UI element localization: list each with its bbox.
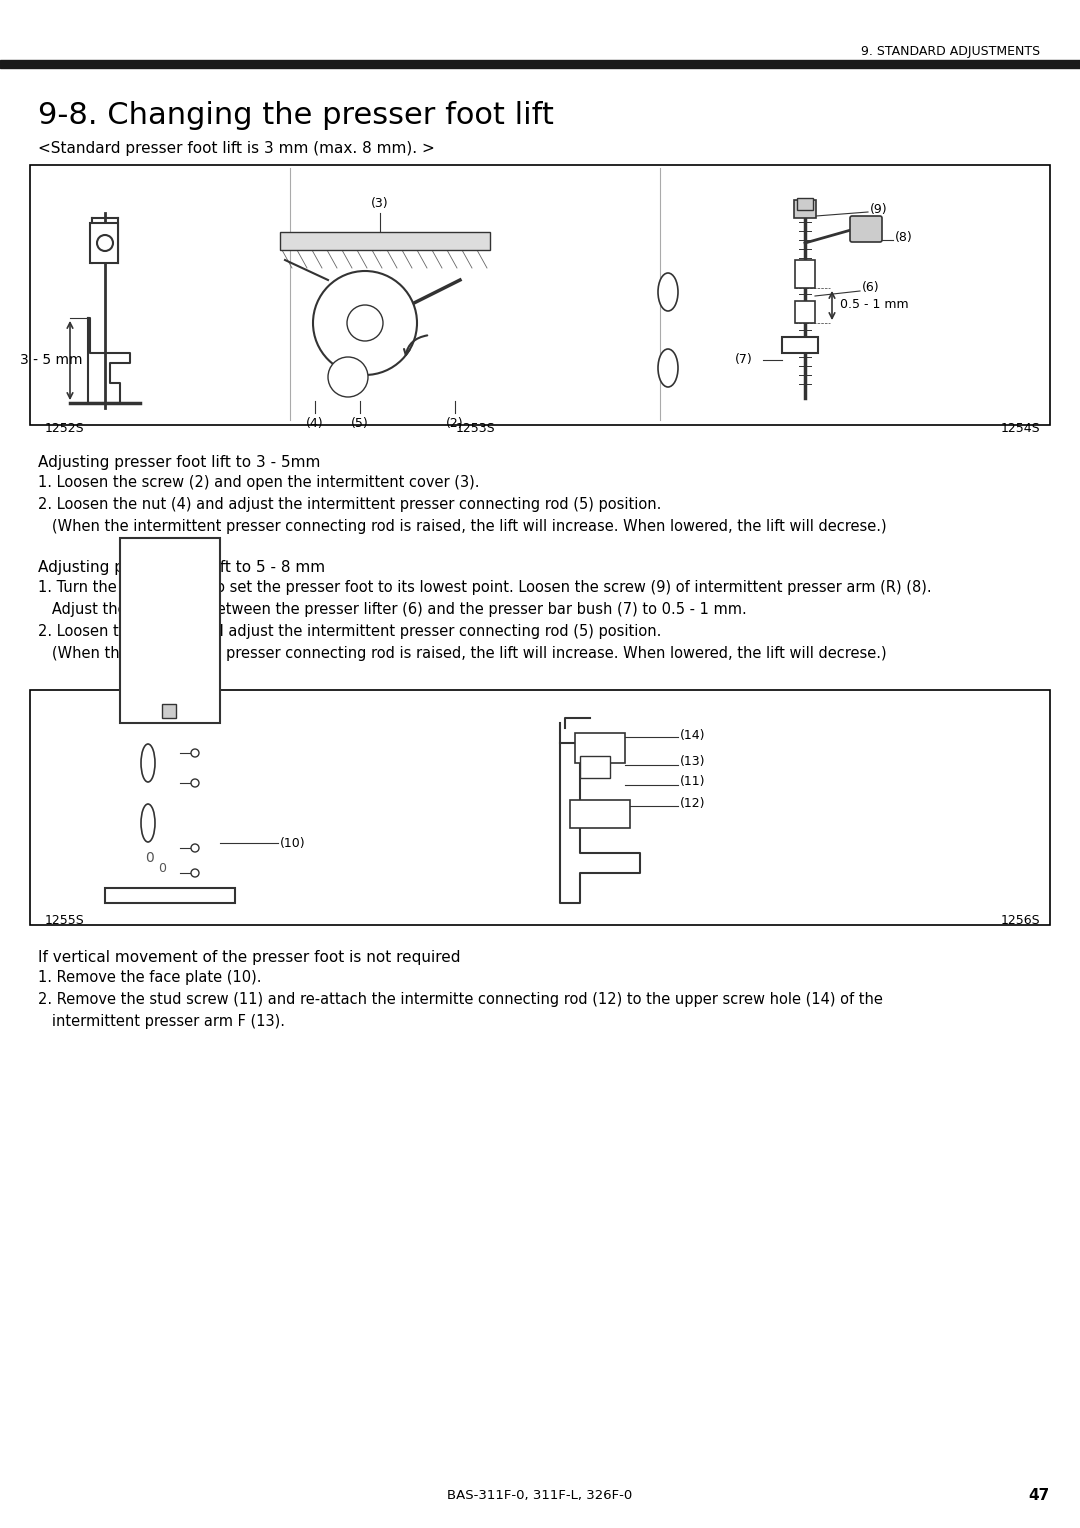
- Ellipse shape: [658, 348, 678, 387]
- Bar: [570, 801, 630, 828]
- Bar: [794, 200, 816, 219]
- Bar: [90, 223, 118, 263]
- Text: (3): (3): [372, 197, 389, 209]
- Circle shape: [328, 358, 368, 397]
- Text: 2. Loosen the nut (4) and adjust the intermittent presser connecting rod (5) pos: 2. Loosen the nut (4) and adjust the int…: [38, 497, 661, 512]
- Text: (8): (8): [895, 232, 913, 244]
- Text: BAS-311F-0, 311F-L, 326F-0: BAS-311F-0, 311F-L, 326F-0: [447, 1488, 633, 1502]
- FancyBboxPatch shape: [850, 215, 882, 241]
- Text: 1255S: 1255S: [45, 914, 84, 926]
- Text: (When the intermittent presser connecting rod is raised, the lift will increase.: (When the intermittent presser connectin…: [38, 646, 887, 662]
- Bar: [120, 538, 220, 723]
- Text: (7): (7): [735, 353, 753, 367]
- Bar: [30, 691, 1050, 924]
- Text: 1254S: 1254S: [1000, 422, 1040, 434]
- Text: Adjusting presser foot lift to 5 - 8 mm: Adjusting presser foot lift to 5 - 8 mm: [38, 559, 325, 575]
- Bar: [105, 888, 235, 903]
- Text: (When the intermittent presser connecting rod is raised, the lift will increase.: (When the intermittent presser connectin…: [38, 520, 887, 533]
- Text: 1253S: 1253S: [455, 422, 495, 434]
- Bar: [580, 756, 610, 778]
- Text: 1. Loosen the screw (2) and open the intermittent cover (3).: 1. Loosen the screw (2) and open the int…: [38, 475, 480, 490]
- Circle shape: [97, 235, 113, 251]
- Bar: [795, 301, 815, 322]
- Text: (12): (12): [680, 796, 705, 810]
- Text: 1252S: 1252S: [45, 422, 84, 434]
- Bar: [782, 338, 818, 353]
- Text: Adjusting presser foot lift to 3 - 5mm: Adjusting presser foot lift to 3 - 5mm: [38, 455, 321, 471]
- Text: 0: 0: [158, 862, 166, 874]
- Circle shape: [191, 869, 199, 877]
- Text: (11): (11): [680, 775, 705, 787]
- Text: 47: 47: [1029, 1487, 1050, 1502]
- Text: 3 - 5 mm: 3 - 5 mm: [21, 353, 82, 367]
- Text: 0: 0: [146, 851, 154, 865]
- Text: (2): (2): [446, 417, 463, 429]
- Text: (14): (14): [680, 729, 705, 741]
- Circle shape: [191, 843, 199, 853]
- Ellipse shape: [141, 744, 156, 782]
- Text: (10): (10): [280, 836, 306, 850]
- Text: 1. Remove the face plate (10).: 1. Remove the face plate (10).: [38, 970, 261, 986]
- Text: 9. STANDARD ADJUSTMENTS: 9. STANDARD ADJUSTMENTS: [861, 46, 1040, 58]
- Bar: [30, 165, 1050, 425]
- Text: 1256S: 1256S: [1000, 914, 1040, 926]
- Bar: [162, 704, 176, 718]
- Text: 2. Loosen the nut (4) and adjust the intermittent presser connecting rod (5) pos: 2. Loosen the nut (4) and adjust the int…: [38, 623, 661, 639]
- Text: intermittent presser arm F (13).: intermittent presser arm F (13).: [38, 1015, 285, 1028]
- Text: 1. Turn the upper shaft to set the presser foot to its lowest point. Loosen the : 1. Turn the upper shaft to set the press…: [38, 581, 932, 594]
- Circle shape: [191, 749, 199, 756]
- Bar: [0, 60, 1080, 69]
- Text: (4): (4): [307, 417, 324, 429]
- Bar: [575, 733, 625, 762]
- Text: Adjust the clearance between the presser lifter (6) and the presser bar bush (7): Adjust the clearance between the presser…: [38, 602, 746, 617]
- Bar: [795, 260, 815, 287]
- Circle shape: [191, 779, 199, 787]
- Text: 0.5 - 1 mm: 0.5 - 1 mm: [840, 298, 908, 312]
- Text: (5): (5): [351, 417, 369, 429]
- Bar: [280, 232, 490, 251]
- Text: 2. Remove the stud screw (11) and re-attach the intermitte connecting rod (12) t: 2. Remove the stud screw (11) and re-att…: [38, 992, 882, 1007]
- Ellipse shape: [141, 804, 156, 842]
- Text: (9): (9): [870, 203, 888, 217]
- Text: <Standard presser foot lift is 3 mm (max. 8 mm). >: <Standard presser foot lift is 3 mm (max…: [38, 141, 435, 156]
- Circle shape: [347, 306, 383, 341]
- Text: (6): (6): [862, 281, 879, 295]
- Text: 9-8. Changing the presser foot lift: 9-8. Changing the presser foot lift: [38, 101, 554, 130]
- Text: (13): (13): [680, 755, 705, 767]
- Text: If vertical movement of the presser foot is not required: If vertical movement of the presser foot…: [38, 950, 460, 966]
- Ellipse shape: [658, 274, 678, 312]
- Bar: [797, 199, 813, 209]
- Circle shape: [313, 270, 417, 374]
